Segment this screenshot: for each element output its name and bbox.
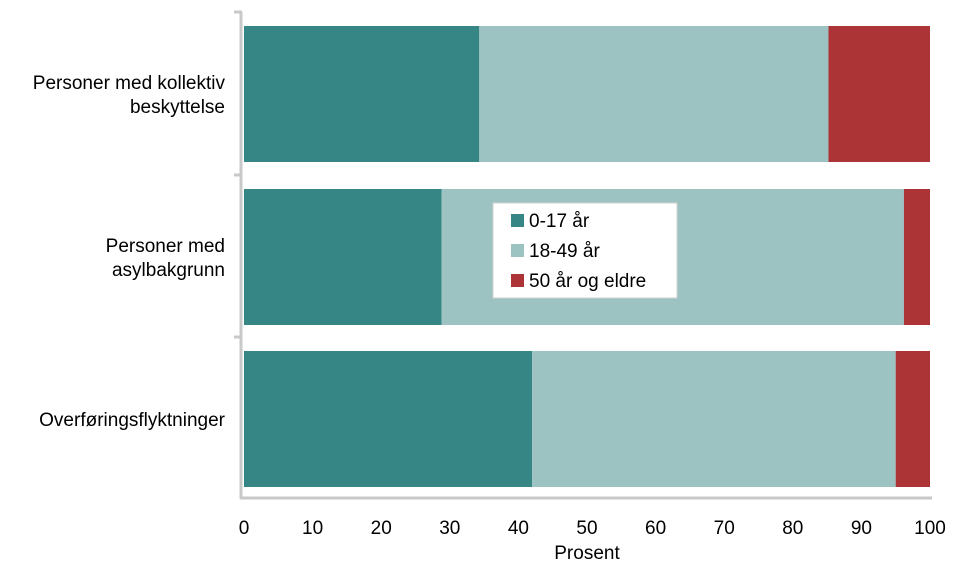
x-tick-label: 0 — [239, 518, 250, 539]
legend: 0-17 år 18-49 år 50 år og eldre — [492, 202, 678, 299]
category-label-line: asylbakgrunn — [112, 260, 225, 281]
category-label-3: Overføringsflyktninger — [39, 410, 226, 431]
x-tick-label: 30 — [439, 518, 460, 539]
x-tick-label: 20 — [371, 518, 392, 539]
category-label-line: Personer med — [106, 236, 225, 257]
legend-label-3: 50 år og eldre — [529, 271, 646, 292]
legend-swatch-1 — [511, 214, 524, 227]
bar-1-category-3 — [244, 351, 533, 487]
bar-3-category-3 — [895, 351, 930, 487]
x-tick-labels: 0 10 20 30 40 50 60 70 80 90 100 — [239, 518, 946, 539]
x-tick-label: 50 — [576, 518, 597, 539]
category-label-line: Personer med kollektiv — [33, 73, 226, 94]
x-tick-label: 10 — [302, 518, 323, 539]
category-labels: Personer med kollektiv beskyttelsePersone… — [33, 73, 226, 431]
x-tick-label: 90 — [851, 518, 872, 539]
category-label-2: Personer med asylbakgrunn — [106, 236, 225, 281]
x-tick-label: 40 — [508, 518, 529, 539]
legend-label-1: 0-17 år — [529, 211, 590, 232]
legend-swatch-3 — [511, 274, 524, 287]
bar-1-category-1 — [244, 26, 480, 162]
bar-1-category-2 — [244, 189, 442, 325]
bar-2-category-3 — [532, 351, 896, 487]
x-tick-label: 100 — [914, 518, 946, 539]
x-tick-label: 60 — [645, 518, 666, 539]
bar-3-category-2 — [903, 189, 930, 325]
axes-group — [234, 10, 932, 500]
bar-3-category-1 — [828, 26, 930, 162]
legend-swatch-2 — [511, 244, 524, 257]
bar-2-category-1 — [479, 26, 829, 162]
category-label-1: Personer med kollektiv beskyttelse — [33, 73, 226, 118]
x-axis-title: Prosent — [554, 543, 620, 564]
legend-label-2: 18-49 år — [529, 241, 600, 262]
category-label-line: Overføringsflyktninger — [39, 410, 226, 431]
x-tick-label: 70 — [714, 518, 735, 539]
category-label-line: beskyttelse — [130, 97, 225, 118]
x-tick-label: 80 — [782, 518, 803, 539]
